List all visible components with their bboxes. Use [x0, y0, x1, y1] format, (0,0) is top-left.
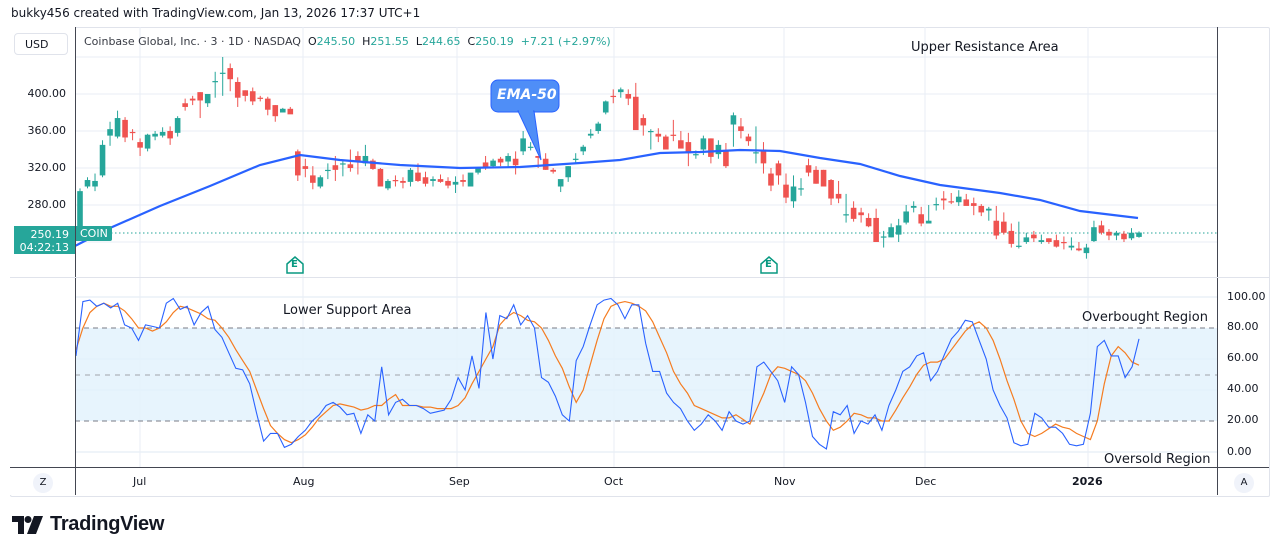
time-label-nov: Nov: [774, 475, 796, 488]
time-axis-divider: [10, 467, 1269, 468]
tradingview-logo[interactable]: TradingView: [12, 513, 164, 536]
stoch-k-line: [75, 297, 1140, 450]
time-label-dec: Dec: [915, 475, 937, 488]
earnings-marker-2: [760, 256, 778, 274]
symbol-legend: Coinbase Global, Inc. · 3 · 1D · NASDAQ …: [84, 35, 611, 48]
time-label-jul: Jul: [133, 475, 147, 488]
last-price-tag: 250.19 04:22:13: [14, 226, 75, 254]
open-value: 245.50: [316, 35, 356, 48]
time-label-sep: Sep: [449, 475, 470, 488]
low-value: 244.65: [422, 35, 461, 48]
change-value: +7.21 (+2.97%): [520, 35, 611, 48]
lower-support-label: Lower Support Area: [283, 303, 412, 318]
earnings-letter-1[interactable]: E: [291, 259, 298, 270]
ema-callout-label: EMA-50: [497, 87, 557, 103]
osc-label-60: 60.00: [1227, 351, 1259, 364]
pane-divider: [10, 277, 1269, 278]
tradingview-logo-icon: [12, 515, 43, 534]
time-label-2026: 2026: [1072, 475, 1103, 488]
overbought-label: Overbought Region: [1082, 310, 1208, 325]
symbol-description: Coinbase Global, Inc. · 3 · 1D · NASDAQ: [84, 35, 301, 48]
osc-label-80: 80.00: [1227, 320, 1259, 333]
bar-countdown: 04:22:13: [19, 241, 69, 254]
osc-label-20: 20.00: [1227, 413, 1259, 426]
brand-name: TradingView: [50, 513, 165, 535]
price-label-320: 320.00: [27, 161, 67, 174]
currency-button[interactable]: USD: [14, 33, 68, 55]
auto-scale-button[interactable]: A: [1234, 473, 1254, 493]
high-value: 251.55: [370, 35, 409, 48]
left-axis-strip: [10, 27, 75, 495]
price-label-280: 280.00: [27, 198, 67, 211]
timezone-button[interactable]: Z: [33, 473, 53, 493]
osc-label-0: 0.00: [1227, 445, 1252, 458]
price-label-360: 360.00: [27, 124, 67, 137]
last-price-value: 250.19: [30, 228, 70, 241]
earnings-marker-1: [286, 256, 304, 274]
price-label-400: 400.00: [27, 87, 67, 100]
upper-resistance-label: Upper Resistance Area: [911, 40, 1059, 55]
stoch-level-lines: [75, 327, 1217, 422]
right-axis-divider: [1217, 27, 1218, 495]
candlestick-series: [77, 57, 1142, 259]
osc-label-100: 100.00: [1227, 290, 1266, 303]
attribution-text: bukky456 created with TradingView.com, J…: [11, 6, 421, 20]
oversold-label: Oversold Region: [1104, 452, 1211, 467]
ema-50-line: [74, 148, 1139, 247]
osc-label-40: 40.00: [1227, 382, 1259, 395]
ticker-tag: COIN: [76, 226, 112, 241]
earnings-letter-2[interactable]: E: [765, 259, 772, 270]
ema-callout: [490, 79, 560, 161]
time-label-oct: Oct: [604, 475, 624, 488]
stoch-d-line: [75, 300, 1140, 444]
close-value: 250.19: [475, 35, 514, 48]
time-label-aug: Aug: [293, 475, 315, 488]
left-axis-divider: [75, 27, 76, 495]
